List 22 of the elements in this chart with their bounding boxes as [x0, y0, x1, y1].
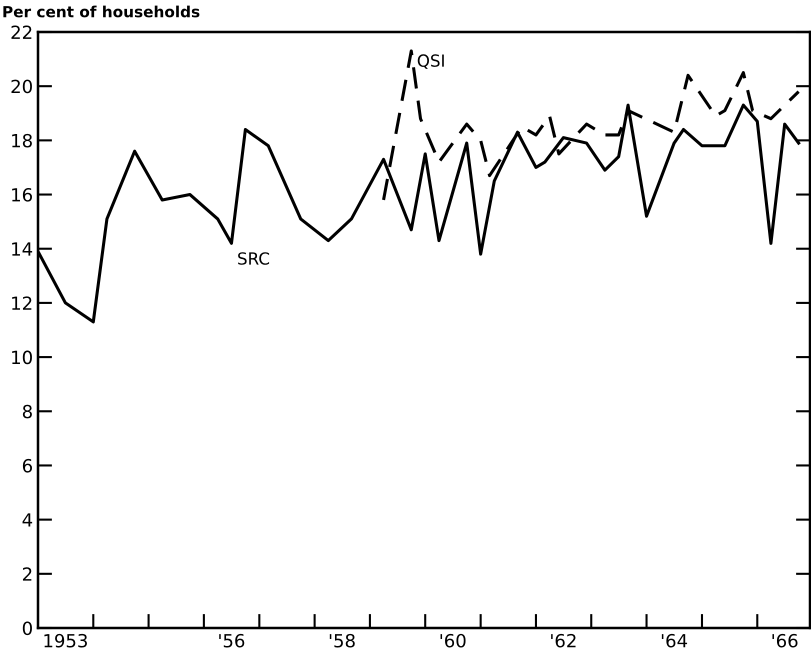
x-tick-label: 1953 — [44, 634, 87, 648]
y-tick-label: 2 — [22, 567, 32, 581]
y-tick-label: 14 — [12, 242, 32, 256]
y-tick-label: 0 — [22, 621, 32, 636]
x-tick-label: '60 — [440, 634, 466, 648]
y-tick-label: 12 — [12, 296, 32, 310]
y-tick-label: 10 — [12, 350, 32, 364]
x-tick-label: '58 — [330, 634, 355, 648]
y-tick-label: 16 — [12, 188, 32, 202]
y-tick-label: 8 — [22, 404, 32, 418]
series-label: SRC — [238, 252, 270, 265]
y-tick-label: 18 — [12, 134, 32, 148]
x-tick-label: '62 — [551, 634, 576, 648]
x-tick-label: '66 — [772, 634, 798, 648]
x-tick-label: '64 — [662, 634, 688, 648]
series-label: QSI — [418, 54, 444, 69]
y-tick-label: 4 — [22, 513, 32, 526]
x-tick-label: '56 — [219, 634, 244, 648]
y-tick-label: 6 — [22, 458, 32, 473]
y-tick-label: 22 — [11, 25, 32, 39]
y-axis-title: Per cent of households — [3, 6, 200, 18]
y-tick-label: 20 — [11, 80, 32, 94]
